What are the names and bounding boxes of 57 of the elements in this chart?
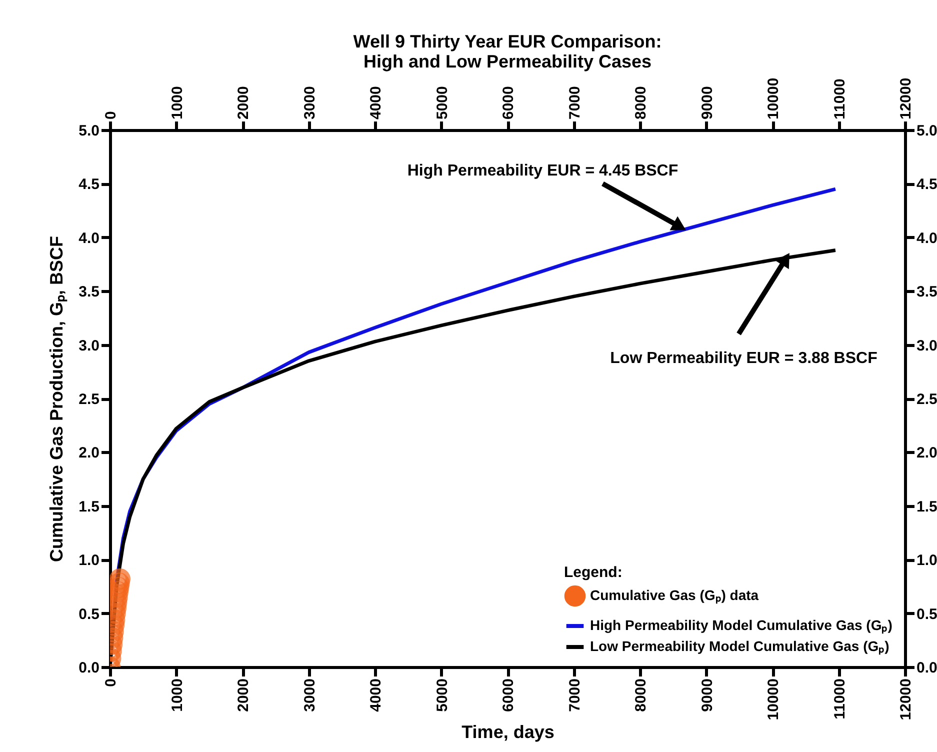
y-tick-label: 5.0 xyxy=(78,122,100,140)
x2-tick-label: 0 xyxy=(102,111,120,120)
y2-tick-label: 4.5 xyxy=(916,176,937,194)
y2-tick-label: 1.0 xyxy=(916,552,937,570)
x-tick-label: 2000 xyxy=(235,678,252,712)
y-tick-label: 4.0 xyxy=(78,230,100,247)
y2-tick-label: 3.5 xyxy=(916,284,937,301)
y-tick-label: 0.5 xyxy=(78,606,100,623)
y2-tick-label: 0.5 xyxy=(916,606,937,623)
y2-tick-label: 3.0 xyxy=(916,337,937,354)
x-tick-label: 8000 xyxy=(632,678,650,712)
y-tick-label: 4.5 xyxy=(78,176,100,194)
x-axis-title: Time, days xyxy=(462,722,554,742)
y-tick-label: 0.0 xyxy=(78,660,100,676)
x-tick-label: 4000 xyxy=(368,678,384,712)
y2-tick-label: 4.0 xyxy=(916,230,937,247)
x2-tick-label: 6000 xyxy=(500,86,517,120)
annotation: Low Permeability EUR = 3.88 BSCF xyxy=(610,350,878,367)
y-tick-label: 1.0 xyxy=(78,552,100,570)
legend-label: Cumulative Gas (Gₚ) data xyxy=(590,587,759,604)
y2-tick-label: 5.0 xyxy=(916,122,937,140)
x-tick-label: 9000 xyxy=(698,678,716,712)
y2-tick-label: 2.5 xyxy=(916,391,937,408)
x-tick-label: 6000 xyxy=(500,678,517,712)
y2-tick-label: 2.0 xyxy=(916,444,937,462)
x2-tick-label: 9000 xyxy=(698,86,716,120)
x2-tick-label: 4000 xyxy=(368,86,384,120)
legend-label: High Permeability Model Cumulative Gas (Gₚ) xyxy=(590,617,892,634)
x-tick-label: 7000 xyxy=(566,678,584,712)
x-tick-label: 12000 xyxy=(898,678,914,720)
x2-tick-label: 7000 xyxy=(566,86,584,120)
x-tick-label: 10000 xyxy=(765,678,782,720)
x-tick-label: 1000 xyxy=(168,678,186,712)
y-tick-label: 1.5 xyxy=(78,498,100,516)
y-tick-label: 2.5 xyxy=(78,391,100,408)
x-tick-label: 0 xyxy=(102,678,120,687)
y2-tick-label: 0.0 xyxy=(916,660,937,676)
x2-tick-label: 10000 xyxy=(765,78,782,120)
y-tick-label: 2.0 xyxy=(78,444,100,462)
x2-tick-label: 3000 xyxy=(301,86,318,120)
x2-tick-label: 1000 xyxy=(168,86,186,120)
y-axis-title: Cumulative Gas Production, Gₚ, BSCF xyxy=(46,236,68,562)
y2-tick-label: 1.5 xyxy=(916,498,937,516)
x-tick-label: 11000 xyxy=(831,678,848,720)
x2-tick-label: 11000 xyxy=(831,78,848,120)
x2-tick-label: 8000 xyxy=(632,86,650,120)
legend-title: Legend: xyxy=(564,564,622,581)
x2-tick-label: 12000 xyxy=(898,78,914,120)
annotation: High Permeability EUR = 4.45 BSCF xyxy=(407,162,678,180)
legend-label: Low Permeability Model Cumulative Gas (Gₚ) xyxy=(590,638,890,655)
y-tick-label: 3.5 xyxy=(78,284,100,301)
x-tick-label: 3000 xyxy=(301,678,318,712)
x2-tick-label: 5000 xyxy=(434,86,451,120)
x-tick-label: 5000 xyxy=(434,678,451,712)
y-tick-label: 3.0 xyxy=(78,337,100,354)
chart-title: Well 9 Thirty Year EUR Comparison: High and Low Permeability Cases xyxy=(353,31,662,72)
x2-tick-label: 2000 xyxy=(235,86,252,120)
